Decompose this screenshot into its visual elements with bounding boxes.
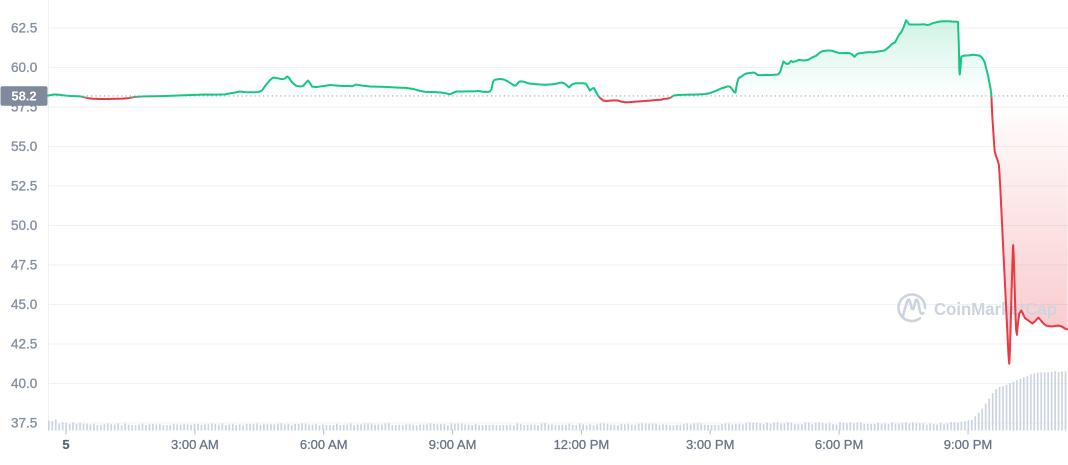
svg-text:37.5: 37.5 xyxy=(11,416,37,431)
svg-text:9:00 AM: 9:00 AM xyxy=(429,437,477,452)
svg-text:58.2: 58.2 xyxy=(11,88,36,103)
svg-text:55.0: 55.0 xyxy=(11,139,37,154)
svg-text:40.0: 40.0 xyxy=(11,376,37,391)
svg-text:3:00 PM: 3:00 PM xyxy=(686,437,734,452)
svg-text:9:00 PM: 9:00 PM xyxy=(944,437,992,452)
svg-text:60.0: 60.0 xyxy=(11,60,37,75)
svg-text:45.0: 45.0 xyxy=(11,297,37,312)
svg-text:62.5: 62.5 xyxy=(11,21,37,36)
svg-text:6:00 PM: 6:00 PM xyxy=(815,437,863,452)
svg-text:42.5: 42.5 xyxy=(11,337,37,352)
svg-text:50.0: 50.0 xyxy=(11,218,37,233)
svg-text:6:00 AM: 6:00 AM xyxy=(300,437,348,452)
svg-text:47.5: 47.5 xyxy=(11,258,37,273)
svg-text:3:00 AM: 3:00 AM xyxy=(171,437,219,452)
svg-text:5: 5 xyxy=(62,437,69,452)
svg-text:CoinMarketCap: CoinMarketCap xyxy=(934,299,1057,319)
svg-text:12:00 PM: 12:00 PM xyxy=(554,437,610,452)
svg-text:52.5: 52.5 xyxy=(11,179,37,194)
